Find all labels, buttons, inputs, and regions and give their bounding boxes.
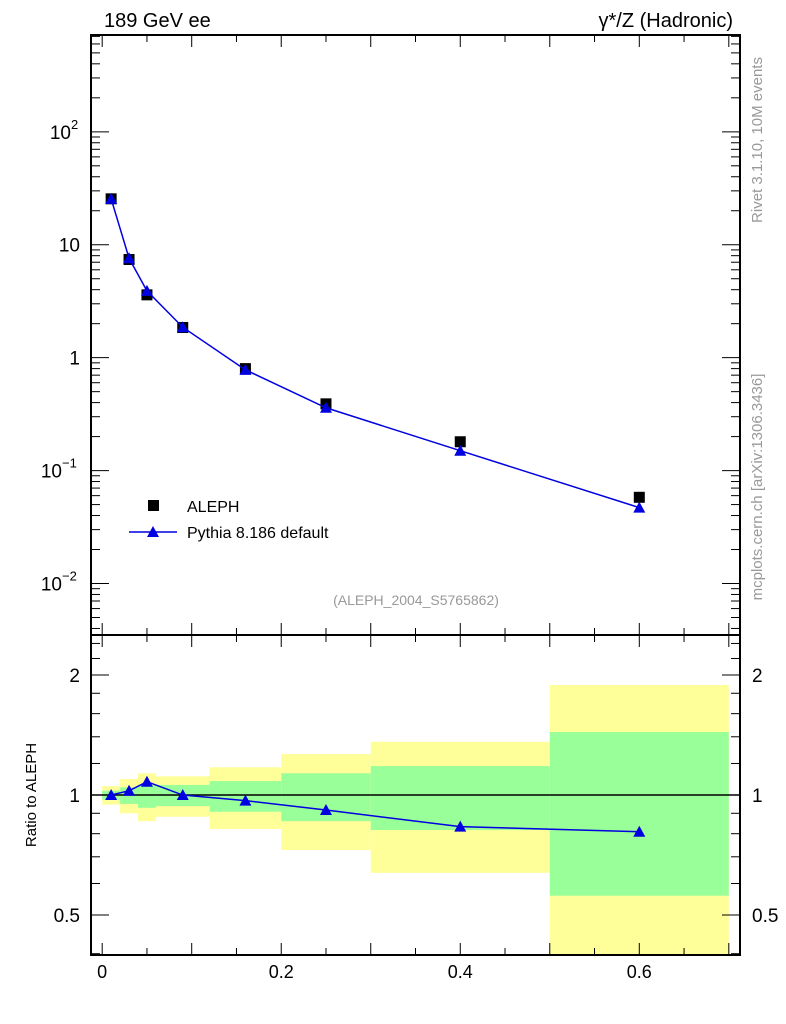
pythia-data-point [239,363,252,375]
ratio-data-point [454,820,467,832]
x-tick-label: 0.4 [448,962,473,982]
pythia-data-point [319,401,332,413]
ratio-y-tick-label-right: 1 [752,786,763,807]
ratio-ylabel: Ratio to ALEPH [23,743,40,847]
x-tick-label: 0.6 [627,962,652,982]
pythia-data-point [633,501,646,513]
ratio-y-tick-label: 2 [69,666,80,687]
legend-aleph-label: ALEPH [187,499,239,516]
ratio-data-point [319,804,332,816]
left-title: 189 GeV ee [104,10,211,32]
ratio-y-tick-label: 0.5 [54,906,80,927]
y-tick-label-exponent: 2 [71,117,78,132]
ratio-data-point [633,825,646,837]
y-tick-label-exponent: −1 [62,456,77,471]
x-tick-label: 0.2 [269,962,294,982]
ratio-data-point [140,775,153,787]
ratio-data-point [105,789,118,801]
pythia-data-point [140,284,153,296]
y-tick-label: 10 [50,123,71,144]
y-tick-label: 10 [59,236,80,257]
ratio-y-tick-label-right: 0.5 [752,906,778,927]
pythia-data-point [176,321,189,333]
ratio-y-tick-label-right: 2 [752,666,763,687]
ratio-data-point [176,789,189,801]
ratio-band-inner [370,766,550,831]
pythia-data-point [105,192,118,204]
pythia-data-point [454,444,467,456]
y-tick-label: 1 [69,349,80,370]
pythia-data-point [123,252,136,264]
analysis-id: (ALEPH_2004_S5765862) [333,592,499,608]
aleph-data-point [454,436,466,448]
x-tick-label: 0 [97,962,107,982]
y-tick-label: 10 [41,462,62,483]
main-plot-frame [90,34,741,636]
legend-aleph-marker [148,500,159,511]
ratio-line [110,780,640,833]
ratio-data-point [239,794,252,806]
legend-pythia-marker [147,526,159,537]
legend-pythia-label: Pythia 8.186 default [187,525,329,542]
mcplots-label: mcplots.cern.ch [arXiv:1306.3436] [749,374,766,601]
ratio-data-point [123,784,136,796]
y-tick-label-exponent: −2 [62,569,77,584]
ratio-y-tick-label: 1 [69,786,80,807]
right-title: γ*/Z (Hadronic) [599,10,733,32]
pythia-line [110,198,640,509]
legend: ALEPH Pythia 8.186 default [129,499,329,542]
aleph-data-point [633,491,645,503]
y-tick-label: 10 [41,575,62,596]
ratio-band-inner [549,732,729,896]
rivet-label: Rivet 3.1.10, 10M events [749,57,766,223]
ratio-band-inner [137,784,156,808]
